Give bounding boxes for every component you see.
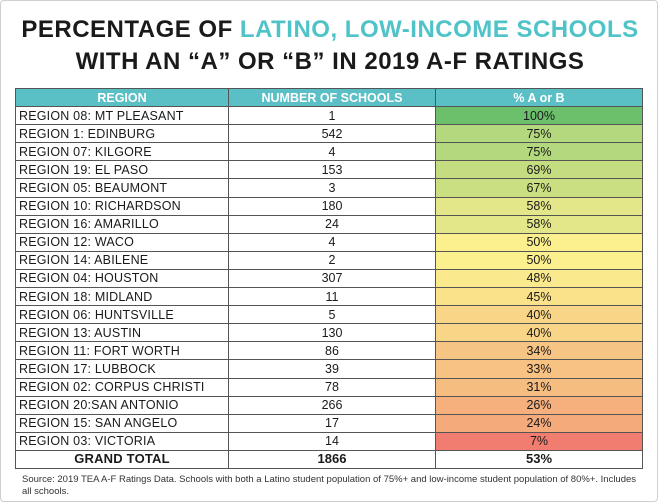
table-row: REGION 20:SAN ANTONIO 266 26%: [15, 395, 643, 415]
region-cell: REGION 17: LUBBOCK: [15, 359, 229, 379]
percent-cell: 7%: [435, 431, 643, 451]
school-count-cell: 39: [228, 359, 436, 379]
school-count-cell: 307: [228, 268, 436, 289]
grand-total-label: GRAND TOTAL: [15, 449, 229, 469]
table-row: REGION 05: BEAUMONT 3 67%: [15, 178, 643, 198]
region-cell: REGION 1: EDINBURG: [15, 124, 229, 144]
table-body: REGION 08: MT PLEASANT 1 100% REGION 1: EDI…: [15, 106, 643, 469]
region-cell: REGION 10: RICHARDSON: [15, 196, 229, 216]
school-count-cell: 14: [228, 431, 436, 451]
region-cell: REGION 06: HUNTSVILLE: [15, 305, 229, 325]
table-header-row: REGION NUMBER OF SCHOOLS % A or B: [15, 87, 643, 108]
region-cell: REGION 12: WACO: [15, 232, 229, 252]
table-row: REGION 02: CORPUS CHRISTI 78 31%: [15, 377, 643, 397]
table-row: REGION 19: EL PASO 153 69%: [15, 160, 643, 180]
table-row: REGION 16: AMARILLO 24 58%: [15, 214, 643, 234]
header-number-of-schools: NUMBER OF SCHOOLS: [228, 87, 436, 108]
table-row: REGION 10: RICHARDSON 180 58%: [15, 196, 643, 216]
table-row: REGION 11: FORT WORTH 86 34%: [15, 341, 643, 361]
region-cell: REGION 14: ABILENE: [15, 250, 229, 270]
school-count-cell: 180: [228, 196, 436, 216]
percent-cell: 50%: [435, 250, 643, 270]
percent-cell: 24%: [435, 413, 643, 433]
region-cell: REGION 03: VICTORIA: [15, 431, 229, 451]
title-part1: PERCENTAGE OF: [21, 16, 240, 43]
school-count-cell: 17: [228, 413, 436, 433]
percent-cell: 58%: [435, 196, 643, 216]
percent-cell: 45%: [435, 287, 643, 307]
region-cell: REGION 11: FORT WORTH: [15, 341, 229, 361]
table-row: REGION 06: HUNTSVILLE 5 40%: [15, 305, 643, 325]
percent-cell: 75%: [435, 124, 643, 144]
school-count-cell: 86: [228, 341, 436, 361]
percent-cell: 40%: [435, 305, 643, 325]
school-count-cell: 5: [228, 305, 436, 325]
percent-cell: 50%: [435, 232, 643, 252]
percent-cell: 33%: [435, 359, 643, 379]
table-row: REGION 1: EDINBURG 542 75%: [15, 124, 643, 144]
region-cell: REGION 04: HOUSTON: [15, 268, 229, 289]
table-row: REGION 12: WACO 4 50%: [15, 232, 643, 252]
percent-cell: 26%: [435, 395, 643, 415]
table-row: REGION 18: MIDLAND 11 45%: [15, 287, 643, 307]
table-row: REGION 04: HOUSTON 307 48%: [15, 268, 643, 289]
table-row: REGION 03: VICTORIA 14 7%: [15, 431, 643, 451]
table-row: REGION 14: ABILENE 2 50%: [15, 250, 643, 270]
source-note: Source: 2019 TEA A-F Ratings Data. Schoo…: [22, 474, 637, 497]
school-count-cell: 1: [228, 106, 436, 126]
percent-cell: 75%: [435, 142, 643, 162]
table-row: REGION 17: LUBBOCK 39 33%: [15, 359, 643, 379]
region-cell: REGION 20:SAN ANTONIO: [15, 395, 229, 415]
table-row: REGION 13: AUSTIN 130 40%: [15, 323, 643, 343]
school-count-cell: 542: [228, 124, 436, 144]
table-row: REGION 15: SAN ANGELO 17 24%: [15, 413, 643, 433]
region-cell: REGION 02: CORPUS CHRISTI: [15, 377, 229, 397]
school-count-cell: 78: [228, 377, 436, 397]
school-count-cell: 4: [228, 232, 436, 252]
school-count-cell: 266: [228, 395, 436, 415]
school-count-cell: 24: [228, 214, 436, 234]
table-row: REGION 08: MT PLEASANT 1 100%: [15, 106, 643, 126]
header-percent-a-or-b: % A or B: [435, 87, 643, 108]
region-cell: REGION 16: AMARILLO: [15, 214, 229, 234]
percent-cell: 48%: [435, 268, 643, 289]
region-cell: REGION 15: SAN ANGELO: [15, 413, 229, 433]
school-count-cell: 130: [228, 323, 436, 343]
ratings-table: REGION NUMBER OF SCHOOLS % A or B REGION…: [15, 87, 643, 469]
table-row: REGION 07: KILGORE 4 75%: [15, 142, 643, 162]
percent-cell: 34%: [435, 341, 643, 361]
school-count-cell: 2: [228, 250, 436, 270]
grand-total-row: GRAND TOTAL 1866 53%: [15, 449, 643, 469]
percent-cell: 31%: [435, 377, 643, 397]
percent-cell: 100%: [435, 106, 643, 126]
region-cell: REGION 19: EL PASO: [15, 160, 229, 180]
percent-cell: 67%: [435, 178, 643, 198]
chart-title-line2: WITH AN “A” OR “B” IN 2019 A-F RATINGS: [75, 48, 585, 75]
grand-total-percent: 53%: [435, 449, 643, 469]
region-cell: REGION 08: MT PLEASANT: [15, 106, 229, 126]
school-count-cell: 3: [228, 178, 436, 198]
title-highlight: LATINO, LOW-INCOME SCHOOLS: [239, 16, 639, 43]
percent-cell: 58%: [435, 214, 643, 234]
percent-cell: 40%: [435, 323, 643, 343]
grand-total-schools: 1866: [228, 449, 436, 469]
school-count-cell: 153: [228, 160, 436, 180]
header-region: REGION: [15, 87, 229, 108]
region-cell: REGION 18: MIDLAND: [15, 287, 229, 307]
school-count-cell: 11: [228, 287, 436, 307]
chart-title-line1: PERCENTAGE OF LATINO, LOW-INCOME SCHOOLS: [0, 16, 660, 44]
region-cell: REGION 13: AUSTIN: [15, 323, 229, 343]
percent-cell: 69%: [435, 160, 643, 180]
school-count-cell: 4: [228, 142, 436, 162]
region-cell: REGION 05: BEAUMONT: [15, 178, 229, 198]
region-cell: REGION 07: KILGORE: [15, 142, 229, 162]
